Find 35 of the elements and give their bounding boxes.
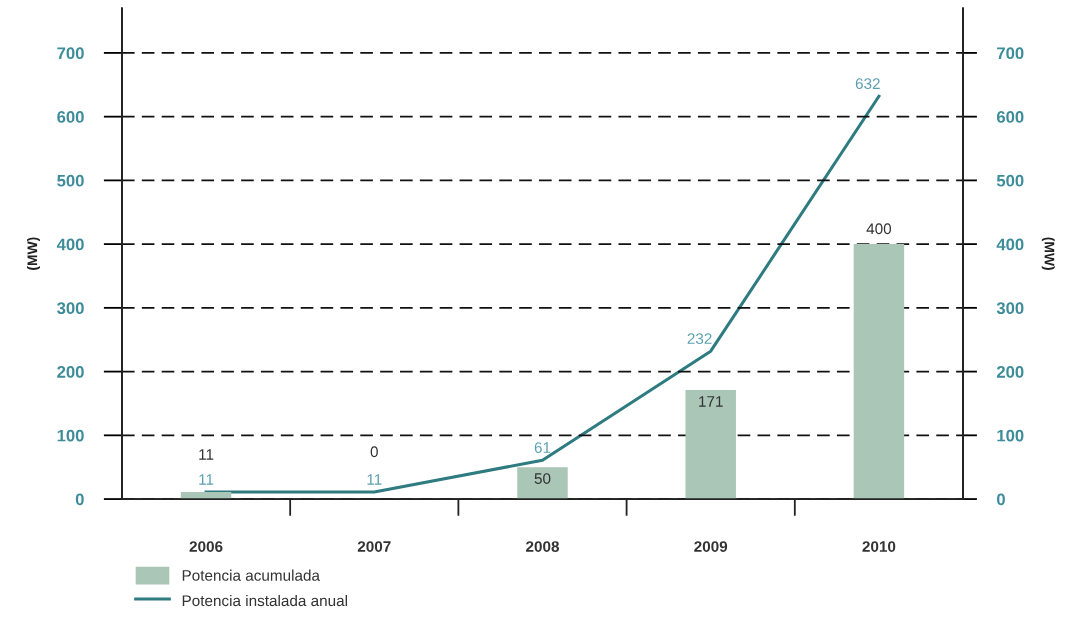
data-label: 400	[866, 223, 892, 235]
x-tick-label: 2009	[694, 541, 728, 552]
y-tick-label: 300	[57, 302, 84, 315]
y2-tick-label: 300	[996, 302, 1024, 315]
data-label: 50	[534, 473, 551, 484]
legend-label: Potencia instalada anual	[182, 594, 347, 607]
legend-label: Potencia acumulada	[182, 569, 320, 581]
y2-tick-label: 100	[997, 429, 1024, 442]
y-tick-label: 100	[57, 429, 84, 442]
y2-tick-label: 600	[996, 111, 1024, 123]
data-label: 11	[199, 474, 214, 485]
y-tick-label: 200	[57, 365, 84, 378]
y-tick-label: 400	[56, 238, 84, 251]
y-tick-label: 0	[75, 493, 84, 506]
y2-axis-title: (MW)	[1041, 237, 1055, 270]
x-tick-label: 2006	[189, 541, 223, 552]
data-label: 632	[855, 78, 880, 90]
data-label: 232	[687, 333, 712, 345]
y2-tick-label: 400	[996, 238, 1024, 251]
data-label: 61	[534, 442, 551, 453]
x-tick-label: 2010	[862, 541, 896, 552]
data-label: 11	[199, 449, 214, 460]
y2-tick-label: 0	[997, 493, 1005, 506]
data-label: 0	[370, 446, 378, 458]
y-tick-label: 600	[57, 111, 84, 123]
y-axis-title: (MW)	[27, 237, 40, 270]
x-tick-label: 2007	[357, 541, 391, 552]
y-tick-label: 700	[57, 47, 84, 60]
y2-tick-label: 200	[996, 365, 1024, 378]
data-label: 171	[699, 396, 723, 407]
y2-tick-label: 700	[997, 47, 1024, 60]
y2-tick-label: 500	[996, 174, 1024, 187]
x-tick-label: 2008	[526, 541, 560, 552]
y-tick-label: 500	[57, 174, 84, 187]
data-label: 11	[367, 474, 382, 485]
